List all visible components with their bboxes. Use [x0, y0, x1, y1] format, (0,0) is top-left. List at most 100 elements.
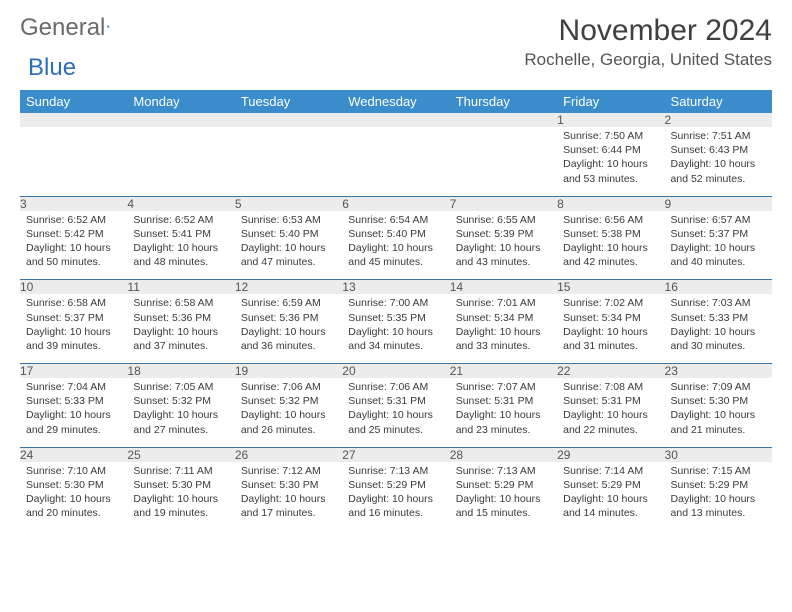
day-number: 21 [450, 364, 557, 379]
day-cell [342, 127, 449, 196]
day-number: 24 [20, 447, 127, 462]
day-cell: Sunrise: 7:13 AMSunset: 5:29 PMDaylight:… [450, 462, 557, 531]
day-content: Sunrise: 7:11 AMSunset: 5:30 PMDaylight:… [131, 462, 230, 525]
week-content-row: Sunrise: 7:50 AMSunset: 6:44 PMDaylight:… [20, 127, 772, 196]
week-content-row: Sunrise: 7:04 AMSunset: 5:33 PMDaylight:… [20, 378, 772, 447]
day-number [235, 113, 342, 127]
day-content: Sunrise: 7:03 AMSunset: 5:33 PMDaylight:… [669, 294, 768, 357]
day-cell [20, 127, 127, 196]
week-number-row: 24252627282930 [20, 447, 772, 462]
day-cell: Sunrise: 7:04 AMSunset: 5:33 PMDaylight:… [20, 378, 127, 447]
day-content: Sunrise: 6:58 AMSunset: 5:37 PMDaylight:… [24, 294, 123, 357]
day-content: Sunrise: 6:54 AMSunset: 5:40 PMDaylight:… [346, 211, 445, 274]
day-cell [235, 127, 342, 196]
sail-icon [107, 16, 111, 36]
day-cell: Sunrise: 7:14 AMSunset: 5:29 PMDaylight:… [557, 462, 664, 531]
day-number: 16 [665, 280, 772, 295]
day-header: Wednesday [342, 90, 449, 113]
location: Rochelle, Georgia, United States [524, 50, 772, 70]
day-number: 6 [342, 196, 449, 211]
day-content: Sunrise: 6:56 AMSunset: 5:38 PMDaylight:… [561, 211, 660, 274]
day-number [450, 113, 557, 127]
day-cell: Sunrise: 7:50 AMSunset: 6:44 PMDaylight:… [557, 127, 664, 196]
day-content: Sunrise: 7:02 AMSunset: 5:34 PMDaylight:… [561, 294, 660, 357]
day-cell: Sunrise: 7:15 AMSunset: 5:29 PMDaylight:… [665, 462, 772, 531]
day-number: 20 [342, 364, 449, 379]
day-content: Sunrise: 6:53 AMSunset: 5:40 PMDaylight:… [239, 211, 338, 274]
day-cell [127, 127, 234, 196]
day-number: 22 [557, 364, 664, 379]
day-content: Sunrise: 6:58 AMSunset: 5:36 PMDaylight:… [131, 294, 230, 357]
day-number: 26 [235, 447, 342, 462]
day-cell: Sunrise: 7:07 AMSunset: 5:31 PMDaylight:… [450, 378, 557, 447]
day-number: 10 [20, 280, 127, 295]
day-number: 3 [20, 196, 127, 211]
day-cell: Sunrise: 6:59 AMSunset: 5:36 PMDaylight:… [235, 294, 342, 363]
day-number: 4 [127, 196, 234, 211]
day-header: Friday [557, 90, 664, 113]
day-number: 7 [450, 196, 557, 211]
day-cell [450, 127, 557, 196]
day-cell: Sunrise: 7:03 AMSunset: 5:33 PMDaylight:… [665, 294, 772, 363]
day-cell: Sunrise: 7:05 AMSunset: 5:32 PMDaylight:… [127, 378, 234, 447]
day-content: Sunrise: 7:09 AMSunset: 5:30 PMDaylight:… [669, 378, 768, 441]
day-content: Sunrise: 7:13 AMSunset: 5:29 PMDaylight:… [454, 462, 553, 525]
month-title: November 2024 [524, 14, 772, 48]
day-header: Saturday [665, 90, 772, 113]
day-content: Sunrise: 7:51 AMSunset: 6:43 PMDaylight:… [669, 127, 768, 190]
week-number-row: 17181920212223 [20, 364, 772, 379]
day-content: Sunrise: 7:06 AMSunset: 5:32 PMDaylight:… [239, 378, 338, 441]
day-number [20, 113, 127, 127]
day-content: Sunrise: 6:57 AMSunset: 5:37 PMDaylight:… [669, 211, 768, 274]
day-content: Sunrise: 7:14 AMSunset: 5:29 PMDaylight:… [561, 462, 660, 525]
week-content-row: Sunrise: 7:10 AMSunset: 5:30 PMDaylight:… [20, 462, 772, 531]
day-cell: Sunrise: 6:52 AMSunset: 5:41 PMDaylight:… [127, 211, 234, 280]
day-cell: Sunrise: 6:56 AMSunset: 5:38 PMDaylight:… [557, 211, 664, 280]
day-content: Sunrise: 6:55 AMSunset: 5:39 PMDaylight:… [454, 211, 553, 274]
day-number: 8 [557, 196, 664, 211]
day-header: Thursday [450, 90, 557, 113]
day-number: 29 [557, 447, 664, 462]
day-cell: Sunrise: 6:58 AMSunset: 5:36 PMDaylight:… [127, 294, 234, 363]
day-number: 12 [235, 280, 342, 295]
day-content: Sunrise: 7:05 AMSunset: 5:32 PMDaylight:… [131, 378, 230, 441]
brand-part2: Blue [28, 54, 76, 82]
day-cell: Sunrise: 7:00 AMSunset: 5:35 PMDaylight:… [342, 294, 449, 363]
calendar-table: SundayMondayTuesdayWednesdayThursdayFrid… [20, 90, 772, 530]
day-content: Sunrise: 6:59 AMSunset: 5:36 PMDaylight:… [239, 294, 338, 357]
day-header: Tuesday [235, 90, 342, 113]
day-cell: Sunrise: 6:54 AMSunset: 5:40 PMDaylight:… [342, 211, 449, 280]
day-number: 15 [557, 280, 664, 295]
day-content: Sunrise: 6:52 AMSunset: 5:41 PMDaylight:… [131, 211, 230, 274]
title-block: November 2024 Rochelle, Georgia, United … [524, 14, 772, 70]
day-content: Sunrise: 6:52 AMSunset: 5:42 PMDaylight:… [24, 211, 123, 274]
day-cell: Sunrise: 6:57 AMSunset: 5:37 PMDaylight:… [665, 211, 772, 280]
day-number: 5 [235, 196, 342, 211]
day-content: Sunrise: 7:13 AMSunset: 5:29 PMDaylight:… [346, 462, 445, 525]
day-number: 11 [127, 280, 234, 295]
day-cell: Sunrise: 7:12 AMSunset: 5:30 PMDaylight:… [235, 462, 342, 531]
day-content: Sunrise: 7:10 AMSunset: 5:30 PMDaylight:… [24, 462, 123, 525]
day-number: 1 [557, 113, 664, 127]
day-number: 28 [450, 447, 557, 462]
day-cell: Sunrise: 7:06 AMSunset: 5:31 PMDaylight:… [342, 378, 449, 447]
brand-part1: General [20, 14, 105, 42]
day-number: 9 [665, 196, 772, 211]
brand-logo: General [20, 14, 129, 42]
day-content: Sunrise: 7:06 AMSunset: 5:31 PMDaylight:… [346, 378, 445, 441]
week-number-row: 10111213141516 [20, 280, 772, 295]
day-number [127, 113, 234, 127]
day-cell: Sunrise: 6:53 AMSunset: 5:40 PMDaylight:… [235, 211, 342, 280]
day-content: Sunrise: 7:00 AMSunset: 5:35 PMDaylight:… [346, 294, 445, 357]
day-cell: Sunrise: 7:02 AMSunset: 5:34 PMDaylight:… [557, 294, 664, 363]
day-cell: Sunrise: 7:08 AMSunset: 5:31 PMDaylight:… [557, 378, 664, 447]
day-cell: Sunrise: 7:13 AMSunset: 5:29 PMDaylight:… [342, 462, 449, 531]
day-cell: Sunrise: 7:51 AMSunset: 6:43 PMDaylight:… [665, 127, 772, 196]
day-cell: Sunrise: 7:06 AMSunset: 5:32 PMDaylight:… [235, 378, 342, 447]
day-cell: Sunrise: 7:10 AMSunset: 5:30 PMDaylight:… [20, 462, 127, 531]
day-cell: Sunrise: 6:52 AMSunset: 5:42 PMDaylight:… [20, 211, 127, 280]
day-number: 19 [235, 364, 342, 379]
day-number: 18 [127, 364, 234, 379]
week-number-row: 12 [20, 113, 772, 127]
week-content-row: Sunrise: 6:58 AMSunset: 5:37 PMDaylight:… [20, 294, 772, 363]
